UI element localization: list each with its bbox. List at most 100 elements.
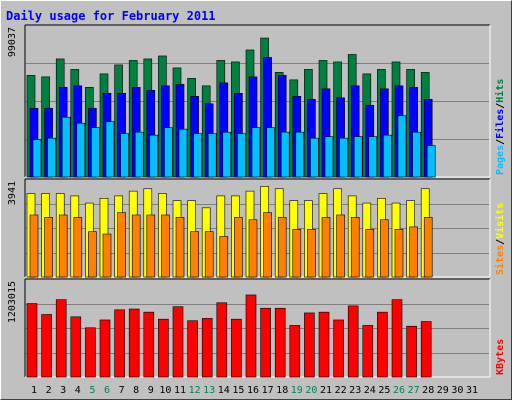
pages-bar: [383, 134, 392, 178]
kbytes-bar: [85, 327, 96, 378]
series-label-segment: Hits: [494, 79, 506, 103]
pages-bar: [193, 133, 202, 178]
series-label-segment: /: [495, 139, 506, 145]
x-tick-label: 4: [75, 385, 81, 396]
x-tick-label: 2: [46, 385, 52, 396]
kbytes-bar: [114, 309, 125, 378]
sites-bar: [409, 226, 418, 278]
kbytes-bar: [172, 306, 184, 378]
x-tick-label: 20: [305, 385, 317, 396]
sites-bar: [161, 214, 170, 278]
pages-bar: [178, 128, 188, 178]
sites-bar: [307, 228, 316, 278]
kbytes-bar: [70, 316, 82, 378]
x-tick-label: 27: [408, 385, 420, 396]
kbytes-bar: [304, 312, 315, 378]
series-label-segment: Visits: [494, 203, 506, 239]
pages-bar: [426, 145, 436, 178]
kbytes-bar: [377, 311, 388, 378]
kbytes-bar: [347, 305, 359, 378]
x-tick-label: 10: [159, 385, 171, 396]
kbytes-bar: [187, 320, 198, 378]
sites-bar: [263, 212, 272, 278]
x-tick-label: 15: [232, 385, 244, 396]
pages-bar: [368, 136, 378, 178]
x-tick-label: 18: [276, 385, 288, 396]
kbytes-bar: [216, 302, 228, 378]
sites-bar: [146, 214, 156, 278]
x-tick-label: 6: [104, 385, 110, 396]
kbytes-bar: [245, 294, 257, 378]
kbytes-bar: [289, 325, 301, 378]
sites-bar: [321, 217, 331, 278]
x-tick-label: 30: [451, 385, 463, 396]
kbytes-bar: [260, 307, 271, 378]
sites-bar: [350, 217, 360, 278]
sites-bar: [204, 231, 214, 278]
sites-bar: [394, 228, 404, 278]
pages-bar: [32, 139, 42, 178]
sites-bar: [102, 233, 112, 278]
sites-bar: [292, 228, 302, 278]
kbytes-bar: [99, 319, 111, 378]
series-label-segment: Files: [494, 109, 506, 139]
x-tick-label: 25: [378, 385, 390, 396]
x-tick-label: 24: [364, 385, 376, 396]
pages-bar: [397, 115, 407, 178]
pages-bar: [61, 116, 71, 178]
x-tick-label: 31: [466, 385, 478, 396]
sites-bar: [73, 217, 83, 278]
x-tick-label: 28: [422, 385, 434, 396]
kbytes-bar: [318, 311, 330, 378]
pages-bar: [134, 131, 144, 178]
series-label-segment: Pages: [495, 145, 506, 175]
series-label-segment: Sites: [494, 245, 506, 275]
x-tick-label: 22: [335, 385, 347, 396]
panel-0-ymax-label: 99037: [7, 27, 18, 57]
sites-bar: [336, 214, 345, 278]
pages-bar: [251, 127, 261, 178]
kbytes-bar: [201, 318, 213, 378]
kbytes-bar: [26, 303, 38, 378]
pages-bar: [310, 137, 319, 178]
sites-bar: [365, 228, 375, 278]
x-tick-label: 1: [31, 385, 37, 396]
panel-1-ymax-label: 3941: [7, 181, 18, 205]
pages-bar: [91, 127, 100, 178]
sites-bar: [423, 217, 433, 278]
pages-bar: [280, 131, 290, 178]
sites-bar: [58, 214, 68, 278]
kbytes-bar: [274, 307, 286, 378]
pages-bar: [412, 131, 421, 178]
panel-2-ymax-label: 1203015: [7, 281, 18, 323]
pages-bar: [105, 121, 115, 178]
x-tick-label: 8: [133, 385, 139, 396]
pages-bar: [120, 133, 129, 178]
sites-bar: [219, 236, 229, 278]
x-tick-label: 29: [437, 385, 449, 396]
sites-bar: [190, 231, 199, 278]
sites-bar: [248, 219, 258, 278]
sites-bar: [88, 231, 97, 278]
panel-2-series-label: KBytes: [495, 339, 506, 375]
series-label-segment: /: [495, 239, 506, 245]
sites-bar: [131, 214, 141, 278]
kbytes-bar: [231, 318, 242, 378]
x-tick-label: 11: [174, 385, 186, 396]
kbytes-bar: [128, 308, 140, 378]
pages-bar: [295, 131, 305, 178]
x-tick-label: 16: [247, 385, 259, 396]
kbytes-bar: [333, 319, 344, 378]
kbytes-bar: [420, 321, 432, 378]
pages-bar: [353, 136, 363, 178]
series-label-segment: /: [495, 103, 506, 109]
pages-bar: [47, 137, 56, 178]
x-tick-label: 17: [262, 385, 274, 396]
sites-bar: [380, 219, 389, 278]
chart-title: Daily usage for February 2011: [6, 9, 216, 23]
pages-bar: [76, 122, 86, 178]
pages-bar: [266, 127, 275, 178]
x-tick-label: 12: [189, 385, 201, 396]
x-tick-label: 3: [60, 385, 66, 396]
